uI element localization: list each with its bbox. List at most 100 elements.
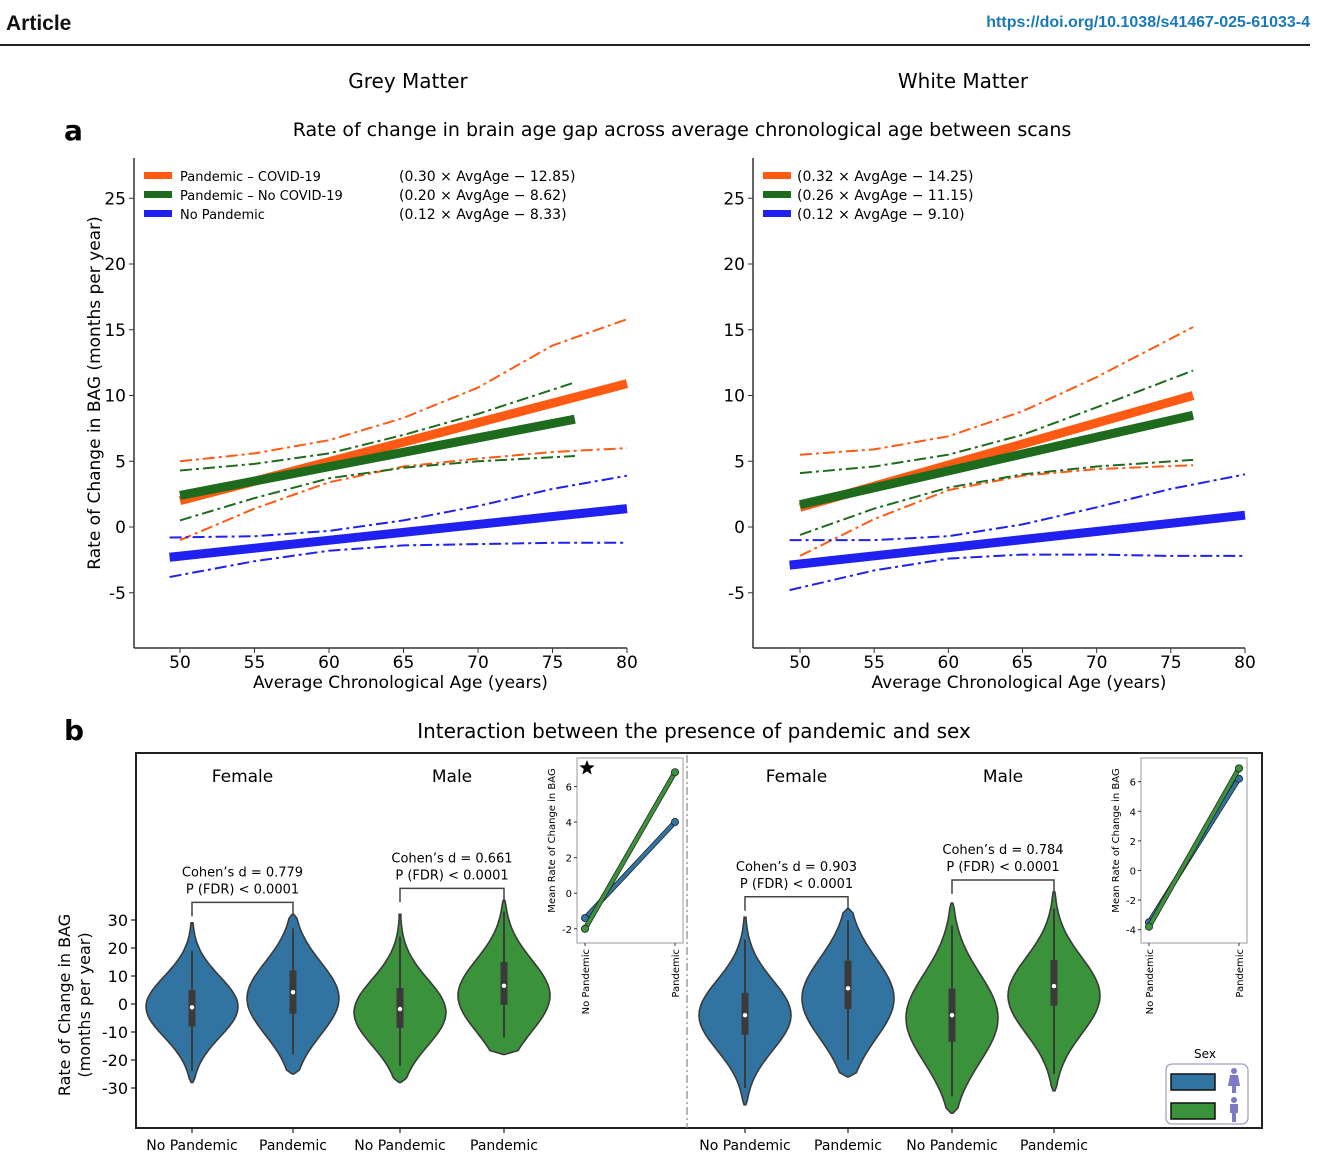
y-axis-label: Rate of Change in BAG(months per year) — [55, 914, 94, 1096]
x-axis-label: Average Chronological Age (years) — [253, 673, 548, 693]
y-tick-label: -30 — [102, 1079, 128, 1098]
y-tick-label: -2 — [1126, 896, 1136, 907]
grey-matter-title: Grey Matter — [348, 69, 468, 93]
violin-iqr-box — [844, 960, 852, 1010]
x-tick-label: 80 — [616, 653, 638, 673]
p-value-text: P (FDR) < 0.0001 — [395, 868, 508, 883]
y-tick-label: -5 — [109, 584, 126, 604]
y-tick-label: -10 — [102, 1023, 128, 1042]
chart-legend: Pandemic – COVID-19 (0.30 × AvgAge − 12.8… — [144, 169, 575, 223]
violin-iqr-box — [500, 962, 508, 1005]
panel-a-label: a — [64, 114, 83, 147]
y-axis-label-line2: (months per year) — [75, 932, 94, 1077]
legend-equation: (0.26 × AvgAge − 11.15) — [797, 188, 973, 204]
fit-line — [789, 510, 1246, 570]
interaction-point — [671, 768, 680, 777]
legend-label: No Pandemic — [180, 208, 265, 223]
y-tick-label: 30 — [108, 911, 128, 930]
legend-swatch — [144, 172, 172, 179]
white-matter-title: White Matter — [898, 69, 1029, 93]
fit-line — [169, 504, 628, 562]
y-tick-label: 15 — [104, 321, 126, 341]
sex-label: Male — [983, 767, 1023, 787]
significance-bracket — [399, 887, 505, 903]
panel-a-title: Rate of change in brain age gap across a… — [293, 119, 1072, 141]
violin-median-dot — [949, 1013, 955, 1018]
sex-legend: Sex — [1165, 1047, 1249, 1125]
legend-swatch — [144, 210, 172, 217]
y-tick-label: 2 — [1130, 837, 1136, 848]
interaction-line — [583, 771, 677, 930]
x-tick-label: No Pandemic — [1145, 949, 1156, 1014]
x-tick-label: Pandemic — [814, 1138, 882, 1154]
y-tick-label: 6 — [1130, 778, 1136, 789]
y-tick-label: 4 — [566, 818, 572, 829]
y-tick-label: -5 — [728, 584, 745, 604]
violin-median-dot — [845, 986, 851, 991]
x-tick-label: 75 — [1160, 653, 1182, 673]
y-tick-label: -4 — [1126, 926, 1136, 937]
y-tick-label: 0 — [115, 518, 126, 538]
grey-matter-chart: -5 0 5 10 15 20 25 50 55 60 65 70 75 80 Average Chrono… — [85, 158, 638, 693]
chart-legend: (0.32 × AvgAge − 14.25) (0.26 × AvgAge − … — [763, 169, 973, 223]
interaction-point — [1235, 764, 1244, 773]
doi-link[interactable]: https://doi.org/10.1038/s41467-025-61033… — [986, 14, 1310, 31]
interaction-line — [1147, 767, 1241, 928]
ci-lower-line — [799, 464, 1194, 557]
x-tick-label: Pandemic — [1020, 1138, 1088, 1154]
p-value-text: P (FDR) < 0.0001 — [740, 877, 853, 892]
x-tick-label: 70 — [1086, 653, 1108, 673]
significance-bracket — [744, 896, 849, 911]
violin-median-dot — [397, 1006, 403, 1012]
x-tick-label: 65 — [393, 653, 415, 673]
sex-legend-title: Sex — [1194, 1047, 1216, 1061]
legend-swatch — [763, 210, 791, 217]
ci-upper-line — [179, 381, 576, 472]
female-person-icon — [1228, 1068, 1240, 1093]
violin-iqr-box — [1050, 960, 1058, 1006]
header-divider — [0, 44, 1310, 46]
y-tick-label: 0 — [734, 518, 745, 538]
ci-upper-line — [799, 369, 1194, 475]
y-tick-label: 10 — [108, 967, 128, 986]
violin-median-dot — [290, 990, 296, 995]
y-tick-label: 0 — [1130, 866, 1136, 877]
legend-equation: (0.12 × AvgAge − 9.10) — [797, 207, 965, 223]
p-value-text: P (FDR) < 0.0001 — [946, 860, 1059, 875]
x-tick-label: 65 — [1012, 653, 1034, 673]
inset-y-axis-label: Mean Rate of Change in BAG — [1111, 768, 1122, 912]
x-tick-label: 80 — [1234, 653, 1256, 673]
white-matter-chart: -5 0 5 10 15 20 25 50 55 60 65 70 75 80 Average Chrono… — [723, 158, 1256, 693]
violin-median-dot — [1051, 983, 1057, 989]
p-value-text: P (FDR) < 0.0001 — [186, 882, 299, 897]
x-tick-label: 50 — [169, 653, 191, 673]
x-tick-label: No Pandemic — [906, 1138, 997, 1154]
interaction-point — [1145, 922, 1154, 931]
x-tick-label: Pandemic — [470, 1138, 538, 1154]
x-tick-label: 75 — [542, 653, 564, 673]
cohens-d-text: Cohen’s d = 0.903 — [736, 860, 857, 875]
ci-upper-line — [179, 318, 628, 463]
sex-label: Female — [212, 767, 273, 787]
violin-frame — [135, 752, 1263, 1129]
legend-equation: (0.32 × AvgAge − 14.25) — [797, 169, 973, 185]
y-tick-label: 20 — [104, 255, 126, 275]
interaction-point — [581, 924, 590, 933]
ci-lower-line — [799, 458, 1194, 536]
ci-upper-line — [799, 326, 1194, 456]
x-tick-label: No Pandemic — [146, 1138, 237, 1154]
fit-line — [179, 414, 576, 500]
ci-lower-line — [179, 447, 628, 542]
y-axis-label: Rate of Change in BAG (months per year) — [85, 216, 105, 569]
x-tick-label: Pandemic — [671, 949, 682, 998]
ci-upper-line — [789, 473, 1246, 542]
y-tick-label: 0 — [566, 889, 572, 900]
y-tick-label: 20 — [723, 255, 745, 275]
sex-label: Female — [766, 767, 827, 787]
x-tick-label: No Pandemic — [354, 1138, 445, 1154]
y-tick-label: 0 — [118, 995, 128, 1014]
x-tick-label: 50 — [789, 653, 811, 673]
y-tick-label: 10 — [104, 387, 126, 407]
